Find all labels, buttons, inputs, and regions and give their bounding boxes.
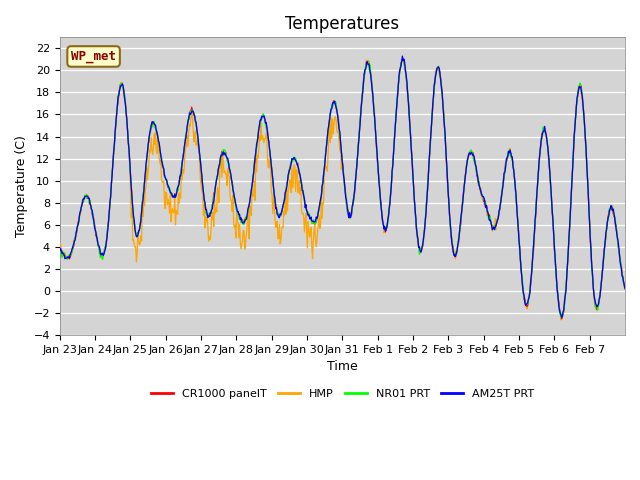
Title: Temperatures: Temperatures xyxy=(285,15,399,33)
Legend: CR1000 panelT, HMP, NR01 PRT, AM25T PRT: CR1000 panelT, HMP, NR01 PRT, AM25T PRT xyxy=(146,385,539,404)
Y-axis label: Temperature (C): Temperature (C) xyxy=(15,135,28,237)
X-axis label: Time: Time xyxy=(327,360,358,373)
Text: WP_met: WP_met xyxy=(71,50,116,63)
